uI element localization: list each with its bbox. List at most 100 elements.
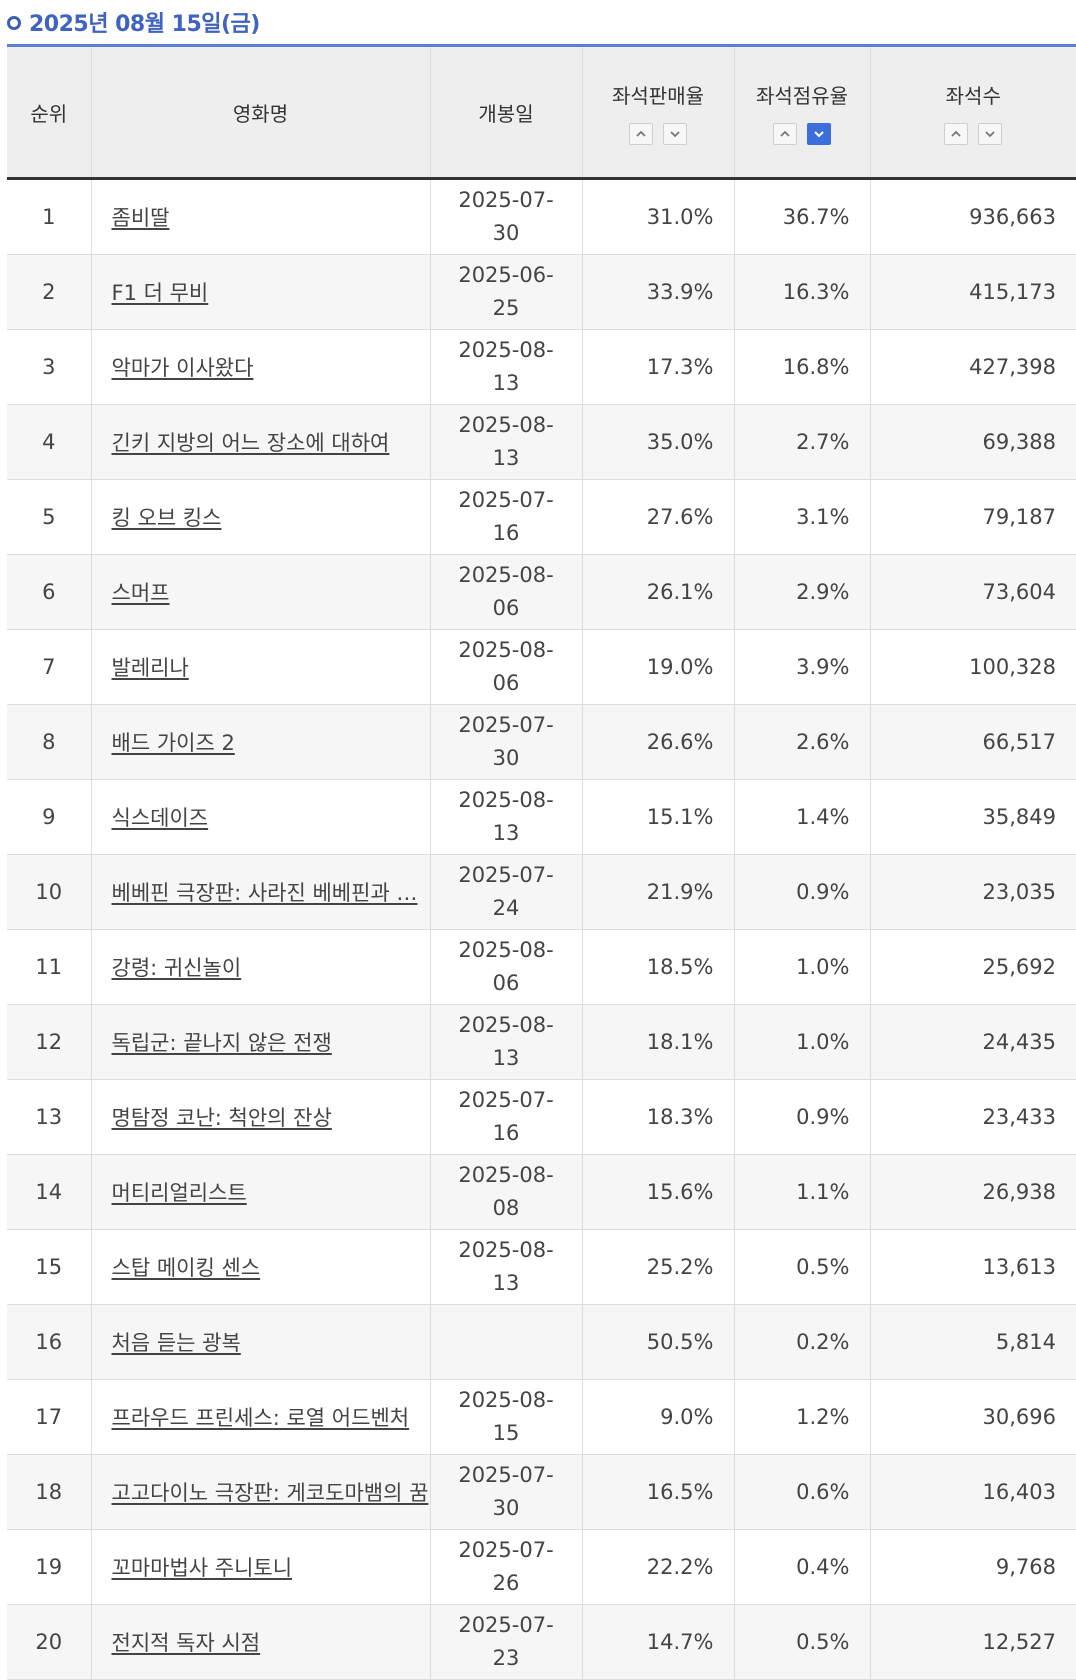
- sales-rate-cell: 18.3%: [581, 1079, 734, 1155]
- title-cell: 좀비딸: [90, 178, 430, 255]
- release-date-cell: 2025-07-24: [429, 854, 582, 930]
- date-header: 2025년 08월 15일(금): [0, 0, 1076, 44]
- sales-rate-cell: 9.0%: [581, 1379, 734, 1455]
- col-header-sales-rate: 좌석판매율: [581, 47, 734, 180]
- movie-title-link[interactable]: 강령: 귀신놀이: [111, 956, 242, 980]
- title-cell: 악마가 이사왔다: [90, 329, 430, 405]
- share-rate-cell: 1.1%: [733, 1154, 870, 1230]
- movie-title-link[interactable]: 킹 오브 킹스: [111, 506, 222, 530]
- rank-cell: 17: [7, 1379, 91, 1455]
- movie-title-link[interactable]: 스탑 메이킹 센스: [111, 1256, 261, 1280]
- rank-cell: 13: [7, 1079, 91, 1155]
- movie-title-link[interactable]: 명탐정 코난: 척안의 잔상: [111, 1106, 332, 1130]
- title-cell: 식스데이즈: [90, 779, 430, 855]
- table-row: 10 베베핀 극장판: 사라진 베베핀과 … 2025-07-24 21.9% 0.9%…: [7, 854, 1076, 930]
- release-date-cell: 2025-07-16: [429, 1079, 582, 1155]
- title-cell: 발레리나: [90, 629, 430, 705]
- movie-title-link[interactable]: 스머프: [111, 581, 170, 605]
- table-row: 19 꼬마마법사 주니토니 2025-07-26 22.2% 0.4% 9,768: [7, 1529, 1076, 1605]
- sort-ascending-button[interactable]: [773, 122, 797, 145]
- sort-descending-button[interactable]: [807, 122, 831, 145]
- release-date-cell: 2025-08-15: [429, 1379, 582, 1455]
- movie-title-link[interactable]: 식스데이즈: [111, 806, 209, 830]
- movie-title-link[interactable]: 배드 가이즈 2: [111, 731, 235, 755]
- table-row: 6 스머프 2025-08-06 26.1% 2.9% 73,604: [7, 554, 1076, 630]
- table-row: 14 머티리얼리스트 2025-08-08 15.6% 1.1% 26,938: [7, 1154, 1076, 1230]
- release-date-cell: 2025-08-13: [429, 779, 582, 855]
- sort-ascending-button[interactable]: [629, 122, 653, 145]
- table-row: 8 배드 가이즈 2 2025-07-30 26.6% 2.6% 66,517: [7, 704, 1076, 780]
- share-rate-cell: 1.0%: [733, 929, 870, 1005]
- table-row: 3 악마가 이사왔다 2025-08-13 17.3% 16.8% 427,398: [7, 329, 1076, 405]
- col-header-title: 영화명: [90, 47, 430, 180]
- sales-rate-cell: 16.5%: [581, 1454, 734, 1530]
- share-rate-cell: 1.4%: [733, 779, 870, 855]
- release-date-cell: 2025-07-23: [429, 1604, 582, 1680]
- release-date-cell: 2025-08-06: [429, 554, 582, 630]
- movie-title-link[interactable]: 꼬마마법사 주니토니: [111, 1556, 293, 1580]
- table-row: 12 독립군: 끝나지 않은 전쟁 2025-08-13 18.1% 1.0% 24,43…: [7, 1004, 1076, 1080]
- rank-cell: 12: [7, 1004, 91, 1080]
- movie-title-link[interactable]: 머티리얼리스트: [111, 1181, 247, 1205]
- rank-cell: 9: [7, 779, 91, 855]
- rank-cell: 11: [7, 929, 91, 1005]
- sort-descending-button[interactable]: [978, 122, 1003, 145]
- sales-rate-cell: 19.0%: [581, 629, 734, 705]
- movie-title-link[interactable]: 전지적 독자 시점: [111, 1631, 261, 1655]
- share-rate-cell: 2.6%: [733, 704, 870, 780]
- share-rate-cell: 36.7%: [733, 178, 870, 255]
- movie-title-link[interactable]: 독립군: 끝나지 않은 전쟁: [111, 1031, 332, 1055]
- rank-cell: 14: [7, 1154, 91, 1230]
- movie-title-link[interactable]: 베베핀 극장판: 사라진 베베핀과 …: [111, 881, 418, 905]
- seats-cell: 100,328: [869, 629, 1076, 705]
- seats-cell: 69,388: [869, 404, 1076, 480]
- sort-descending-button[interactable]: [663, 122, 687, 145]
- box-office-table: 순위 영화명 개봉일 좌석판매율 좌석점유율: [7, 47, 1076, 1680]
- share-rate-cell: 0.5%: [733, 1604, 870, 1680]
- title-cell: 긴키 지방의 어느 장소에 대하여: [90, 404, 430, 480]
- seats-cell: 30,696: [869, 1379, 1076, 1455]
- share-rate-cell: 1.2%: [733, 1379, 870, 1455]
- movie-title-link[interactable]: 프라우드 프린세스: 로열 어드벤처: [111, 1406, 410, 1430]
- rank-cell: 2: [7, 254, 91, 330]
- seats-cell: 12,527: [869, 1604, 1076, 1680]
- share-rate-cell: 16.3%: [733, 254, 870, 330]
- chevron-down-icon: [814, 130, 824, 137]
- chevron-up-icon: [636, 130, 646, 137]
- movie-title-link[interactable]: 발레리나: [111, 656, 189, 680]
- movie-title-link[interactable]: F1 더 무비: [111, 281, 209, 305]
- release-date-cell: 2025-08-08: [429, 1154, 582, 1230]
- seats-cell: 26,938: [869, 1154, 1076, 1230]
- sales-rate-cell: 33.9%: [581, 254, 734, 330]
- movie-title-link[interactable]: 악마가 이사왔다: [111, 356, 254, 380]
- chevron-down-icon: [985, 130, 995, 137]
- sales-rate-cell: 14.7%: [581, 1604, 734, 1680]
- release-date-cell: [429, 1304, 582, 1380]
- title-cell: 머티리얼리스트: [90, 1154, 430, 1230]
- sales-rate-cell: 31.0%: [581, 178, 734, 255]
- seats-cell: 35,849: [869, 779, 1076, 855]
- release-date-cell: 2025-08-13: [429, 1004, 582, 1080]
- table-row: 15 스탑 메이킹 센스 2025-08-13 25.2% 0.5% 13,613: [7, 1229, 1076, 1305]
- movie-title-link[interactable]: 긴키 지방의 어느 장소에 대하여: [111, 431, 390, 455]
- table-row: 2 F1 더 무비 2025-06-25 33.9% 16.3% 415,173: [7, 254, 1076, 330]
- seats-cell: 66,517: [869, 704, 1076, 780]
- movie-title-link[interactable]: 고고다이노 극장판: 게코도마뱀의 꿈: [111, 1481, 429, 1505]
- sort-ascending-button[interactable]: [944, 122, 969, 145]
- title-cell: F1 더 무비: [90, 254, 430, 330]
- movie-title-link[interactable]: 좀비딸: [111, 206, 170, 230]
- col-header-seats: 좌석수: [869, 47, 1076, 180]
- movie-title-link[interactable]: 처음 듣는 광복: [111, 1331, 241, 1355]
- share-rate-cell: 0.6%: [733, 1454, 870, 1530]
- circle-bullet-icon: [7, 16, 21, 30]
- date-label: 2025년 08월 15일(금): [29, 12, 260, 37]
- rank-cell: 20: [7, 1604, 91, 1680]
- title-cell: 꼬마마법사 주니토니: [90, 1529, 430, 1605]
- sales-rate-cell: 17.3%: [581, 329, 734, 405]
- share-rate-cell: 0.2%: [733, 1304, 870, 1380]
- title-cell: 프라우드 프린세스: 로열 어드벤처: [90, 1379, 430, 1455]
- seats-cell: 936,663: [869, 178, 1076, 255]
- col-header-release: 개봉일: [429, 47, 582, 180]
- sales-rate-cell: 22.2%: [581, 1529, 734, 1605]
- table-row: 16 처음 듣는 광복 50.5% 0.2% 5,814: [7, 1304, 1076, 1380]
